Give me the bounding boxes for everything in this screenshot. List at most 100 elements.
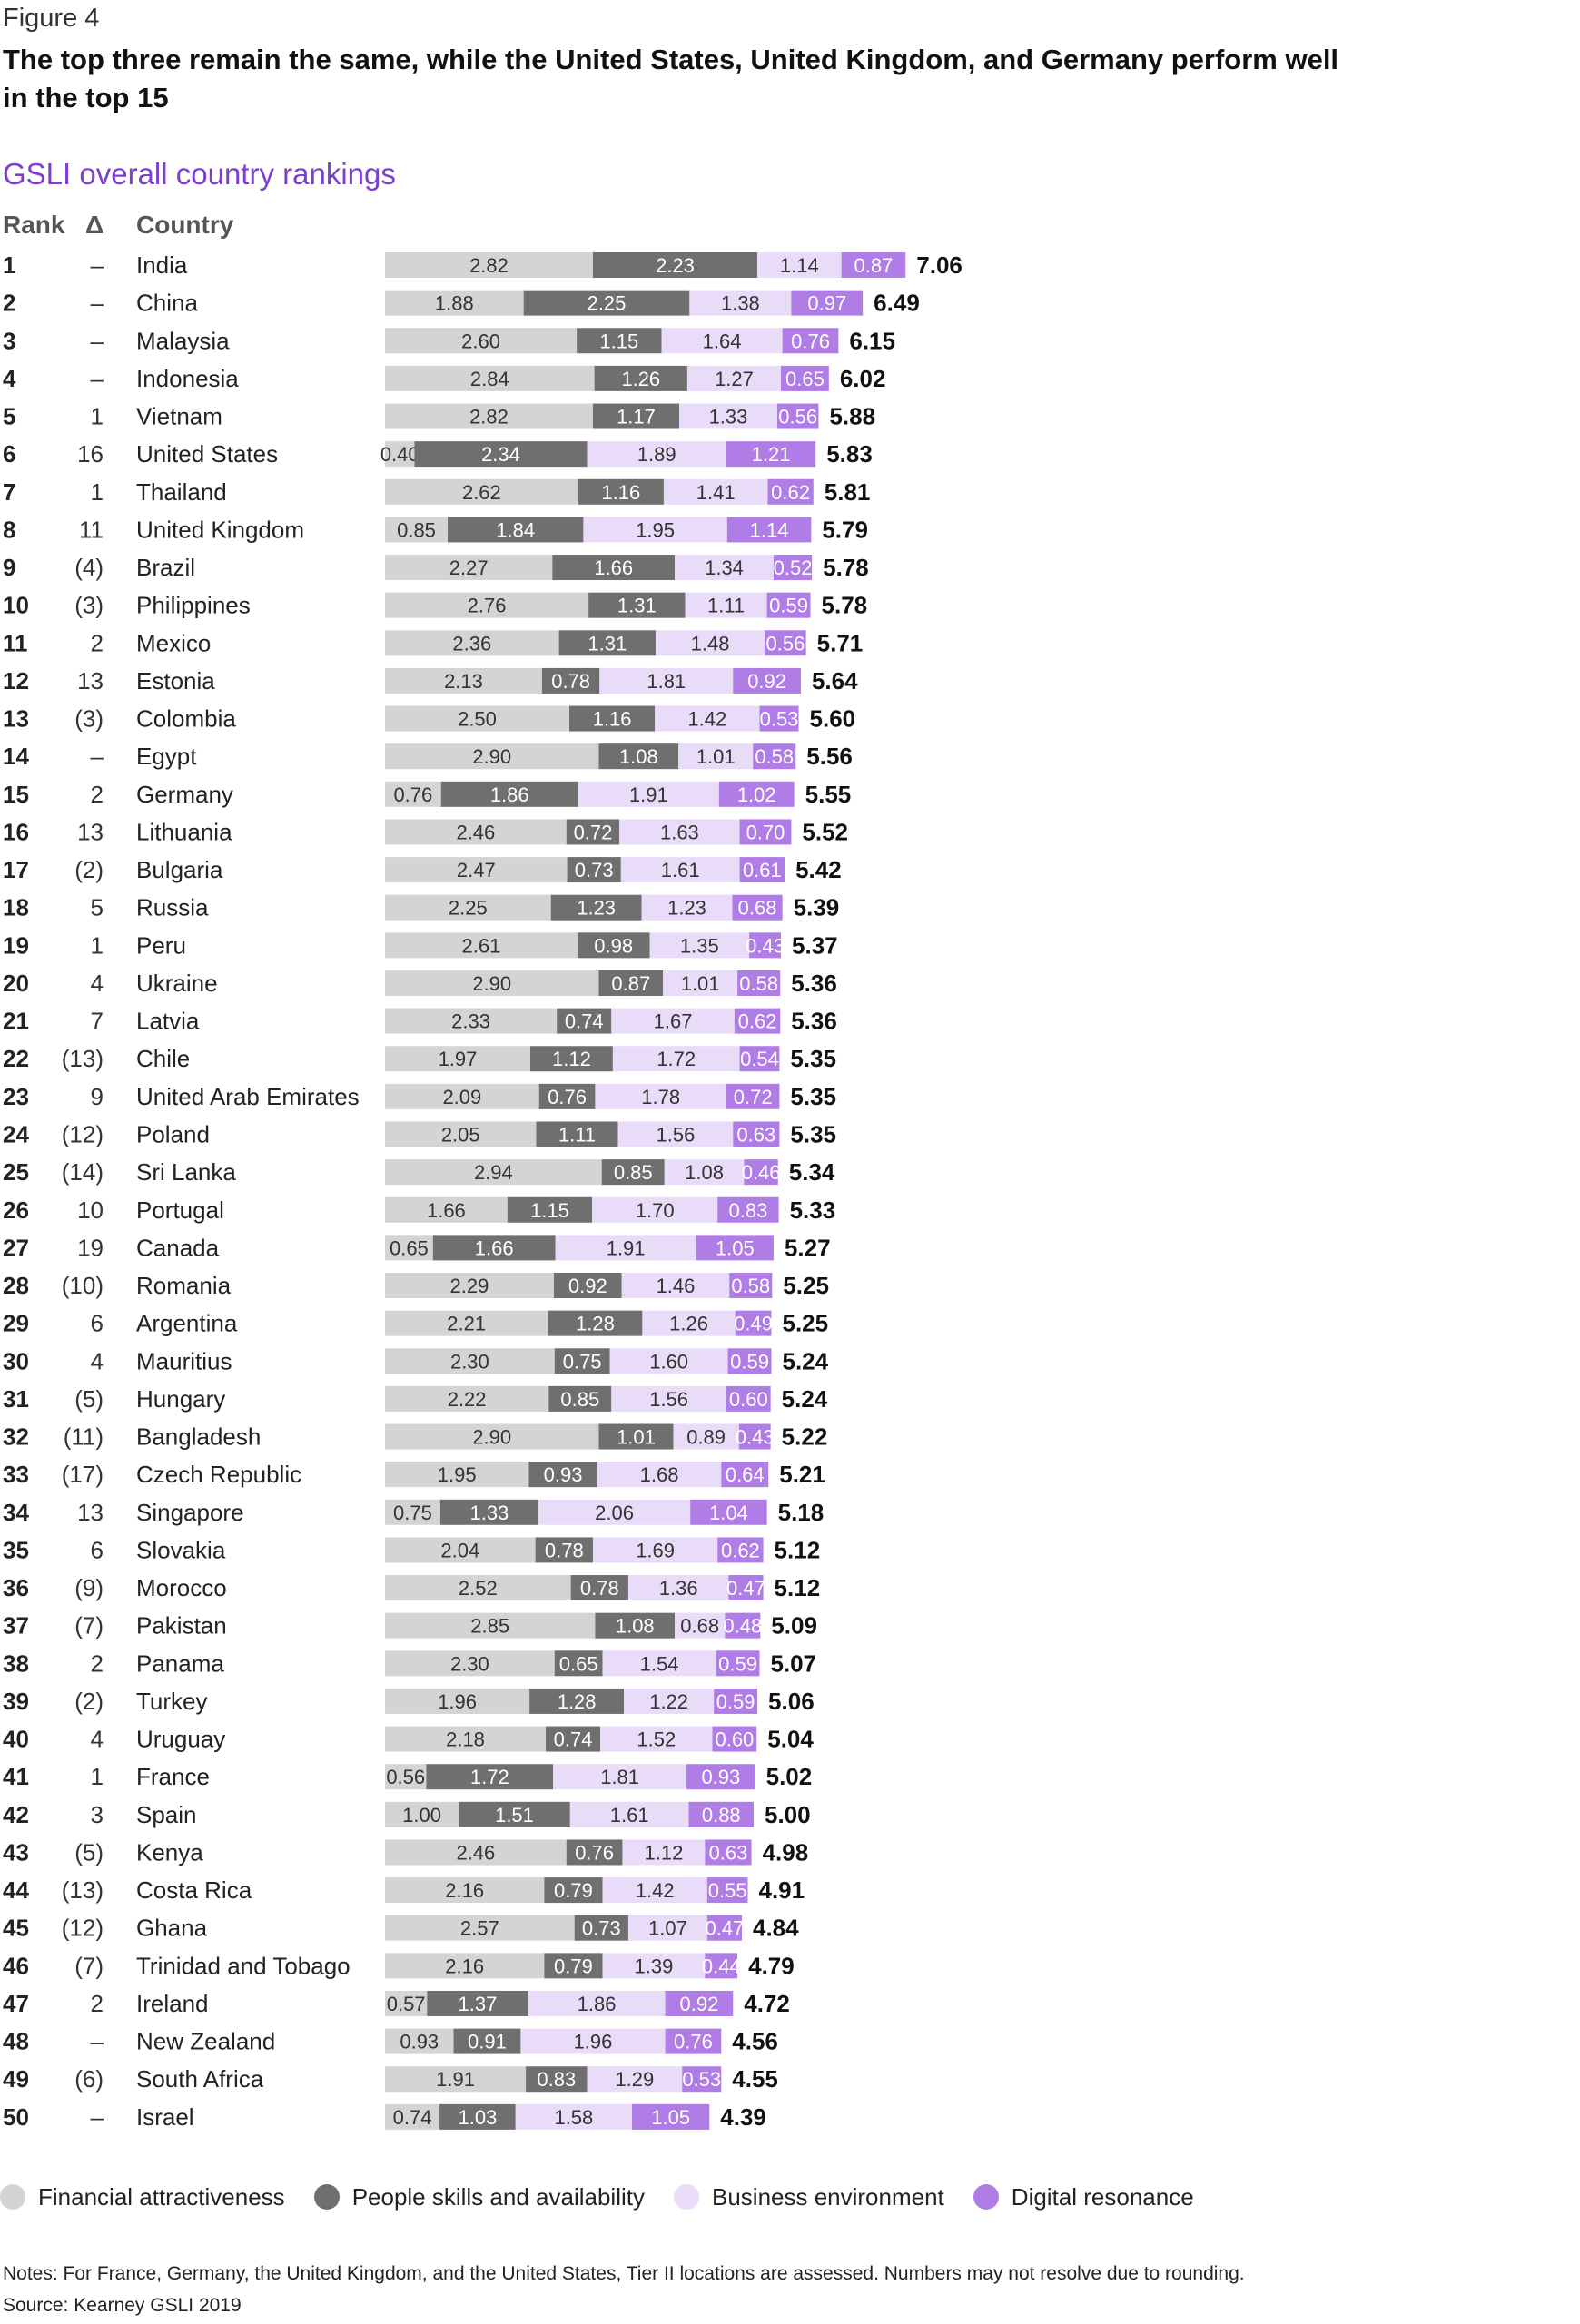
segment-value-label: 1.16	[593, 708, 632, 731]
bar-segment	[612, 1046, 740, 1072]
segment-value-label: 1.84	[496, 518, 535, 541]
bar-segment	[714, 1688, 758, 1714]
rank-label: 50	[3, 2103, 29, 2131]
chart-row: 26 10 Portugal 1.66 1.15 1.70 0.83 5.33	[3, 1196, 835, 1224]
rank-label: 35	[3, 1536, 29, 1563]
total-value-label: 5.04	[767, 1726, 814, 1753]
rank-label: 9	[3, 554, 15, 581]
bar-segment	[641, 894, 733, 921]
segment-value-label: 1.91	[607, 1236, 646, 1259]
segment-value-label: 1.26	[669, 1313, 708, 1335]
segment-value-label: 1.01	[617, 1426, 656, 1449]
country-label: Ghana	[136, 1915, 208, 1942]
bar-segment	[385, 2028, 454, 2054]
segment-value-label: 0.72	[574, 821, 613, 843]
segment-value-label: 0.64	[726, 1463, 765, 1486]
chart-row: 32 (11) Bangladesh 2.90 1.01 0.89 0.43 5.22	[3, 1423, 827, 1451]
segment-value-label: 0.93	[544, 1463, 583, 1486]
chart-row: 49 (6) South Africa 1.91 0.83 1.29 0.53 4.55	[3, 2065, 778, 2093]
bar-segment	[686, 1764, 755, 1790]
rank-change-label: (13)	[62, 1876, 104, 1904]
segment-value-label: 0.59	[769, 595, 808, 617]
chart-row: 9 (4) Brazil 2.27 1.66 1.34 0.52 5.78	[3, 554, 869, 581]
segment-value-label: 1.95	[438, 1463, 477, 1486]
segment-value-label: 1.89	[637, 443, 676, 466]
bar-segment	[554, 1348, 610, 1374]
bar-segment	[385, 290, 524, 316]
bar-segment	[592, 252, 758, 278]
segment-value-label: 2.94	[474, 1161, 513, 1184]
chart-row: 10 (3) Philippines 2.76 1.31 1.11 0.59 5.78	[3, 592, 867, 619]
rank-change-label: –	[91, 251, 104, 279]
segment-value-label: 1.56	[649, 1388, 688, 1411]
segment-value-label: 1.46	[657, 1275, 696, 1297]
segment-value-label: 1.05	[651, 2106, 690, 2129]
rank-label: 20	[3, 970, 29, 997]
chart-row: 17 (2) Bulgaria 2.47 0.73 1.61 0.61 5.42	[3, 856, 842, 883]
bar-segment	[459, 1801, 570, 1827]
rank-change-label: (2)	[74, 1688, 104, 1715]
segment-value-label: 1.28	[558, 1690, 597, 1713]
rank-label: 12	[3, 667, 29, 694]
bar-segment	[685, 592, 767, 618]
bar-segment	[682, 2066, 722, 2093]
bar-segment	[716, 1650, 760, 1677]
bar-segment	[624, 1688, 715, 1714]
bar-segment	[385, 743, 599, 770]
rank-change-label: (14)	[62, 1158, 104, 1186]
rank-change-label: (7)	[74, 1952, 104, 1979]
bar-segment	[602, 1650, 716, 1677]
bar-segment	[541, 667, 600, 694]
segment-value-label: 1.78	[641, 1086, 680, 1108]
total-value-label: 5.55	[805, 781, 852, 808]
total-value-label: 5.00	[765, 1801, 811, 1828]
segment-value-label: 0.43	[736, 1426, 775, 1449]
bar-segment	[664, 1159, 745, 1186]
total-value-label: 5.35	[790, 1083, 836, 1110]
bar-segment	[385, 1273, 554, 1299]
bar-segment	[529, 1688, 625, 1714]
chart-row: 36 (9) Morocco 2.52 0.78 1.36 0.47 5.12	[3, 1574, 820, 1601]
segment-value-label: 2.90	[472, 1426, 511, 1449]
country-label: Lithuania	[136, 818, 232, 845]
segment-value-label: 1.96	[438, 1690, 477, 1713]
bar-segment	[507, 1196, 593, 1223]
bar-segment	[718, 781, 795, 807]
rank-label: 42	[3, 1801, 29, 1828]
segment-value-label: 0.65	[559, 1652, 598, 1675]
rank-change-label: (4)	[74, 554, 104, 581]
bar-segment	[385, 1726, 547, 1752]
segment-value-label: 1.72	[657, 1048, 696, 1070]
segment-value-label: 1.81	[600, 1766, 639, 1788]
bar-segment	[385, 365, 595, 391]
bar-segment	[548, 1385, 612, 1412]
segment-value-label: 2.33	[451, 1010, 490, 1033]
bar-segment	[385, 894, 551, 921]
segment-value-label: 0.40	[380, 443, 420, 466]
bar-segment	[583, 517, 727, 543]
rank-label: 41	[3, 1763, 29, 1790]
bar-segment	[515, 2103, 633, 2130]
segment-value-label: 2.34	[481, 443, 520, 466]
bar-segment	[601, 1159, 665, 1186]
bar-segment	[439, 1499, 538, 1525]
bar-segment	[739, 819, 792, 845]
segment-value-label: 1.11	[558, 1123, 596, 1146]
segment-value-label: 1.15	[599, 330, 638, 352]
bar-segment	[738, 1423, 771, 1450]
total-value-label: 5.21	[779, 1461, 825, 1488]
bar-segment	[726, 1083, 780, 1109]
country-label: Mauritius	[136, 1347, 232, 1374]
legend-label-digital: Digital resonance	[1011, 2182, 1194, 2211]
rank-change-label: 1	[91, 478, 104, 506]
bar-segment	[574, 1915, 628, 1941]
country-label: China	[136, 290, 198, 317]
segment-value-label: 0.85	[397, 518, 436, 541]
segment-value-label: 0.59	[718, 1652, 757, 1675]
bar-segment	[726, 517, 812, 543]
segment-value-label: 0.63	[736, 1123, 775, 1146]
segment-value-label: 0.79	[554, 1955, 593, 1977]
total-value-label: 5.35	[790, 1120, 836, 1147]
bar-segment	[759, 705, 799, 732]
rank-label: 11	[3, 629, 28, 656]
